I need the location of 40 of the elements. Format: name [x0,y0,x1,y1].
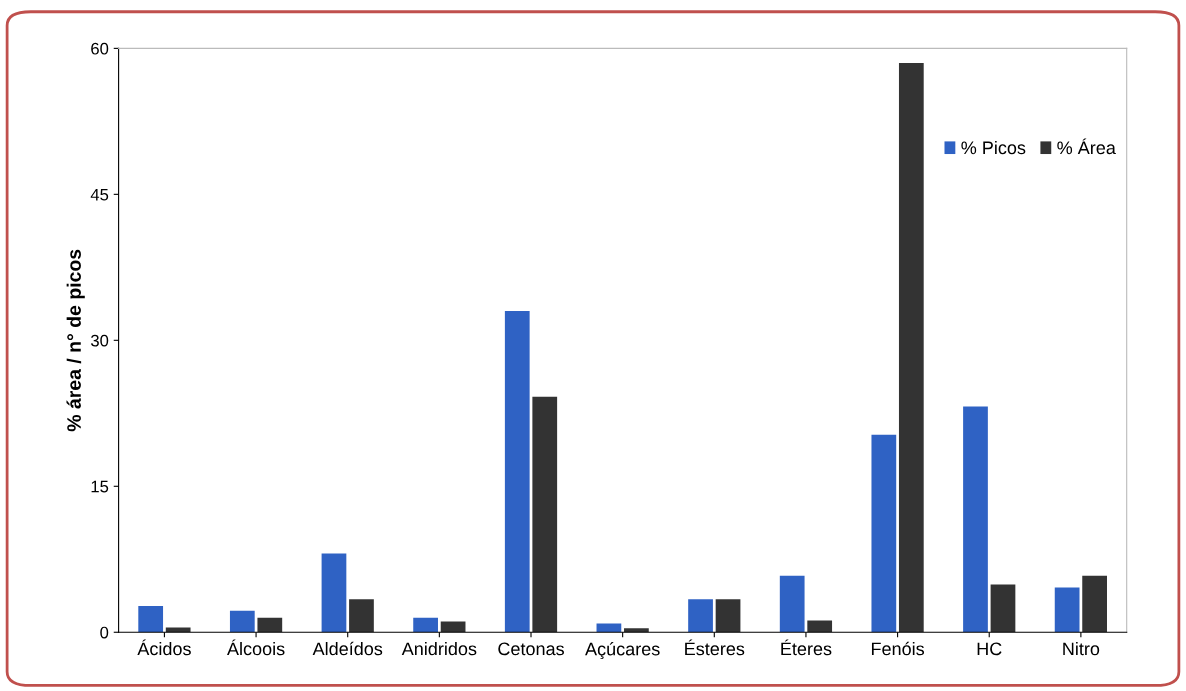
x-tick-label: Aldeídos [312,641,383,656]
bar [504,311,530,633]
y-tick-label: 30 [90,334,109,347]
y-axis-title: % área / n° de picos [66,249,85,432]
bar [715,599,741,633]
bar [257,617,283,633]
y-tick-label: 45 [90,188,109,201]
y-tick-label: 60 [91,42,109,55]
bar [624,628,649,633]
y-tick-label: 0 [100,626,109,639]
legend-label: % Picos [961,140,1026,155]
bar [165,627,191,633]
x-tick-label: Cetonas [498,642,564,656]
bar [1082,575,1107,633]
x-tick-label: Ácidos [137,639,191,656]
x-tick-label: Ésteres [685,639,745,656]
bar [779,575,805,633]
bar [321,553,347,633]
x-tick-label: Açúcares [585,641,660,660]
bar [413,617,438,633]
x-tick-label: HC [977,642,1002,656]
x-tick-label: Álcoois [227,639,285,656]
bar [138,605,164,633]
x-tick-label: Nitro [1063,641,1100,656]
bar [1054,587,1080,633]
y-tick-label: 15 [91,480,109,493]
bar [871,434,897,633]
x-tick-label: Fenóis [871,641,925,656]
bar [898,62,924,633]
bar [963,406,988,633]
bar [807,620,833,633]
x-tick-label: Anidridos [401,641,477,656]
x-tick-label: Éteres [781,639,832,656]
bar [532,396,558,633]
bar [990,584,1016,633]
bar [349,599,374,633]
legend-label: % Área [1057,138,1116,155]
bar [440,621,466,633]
bar [688,599,713,633]
bar [229,610,255,633]
